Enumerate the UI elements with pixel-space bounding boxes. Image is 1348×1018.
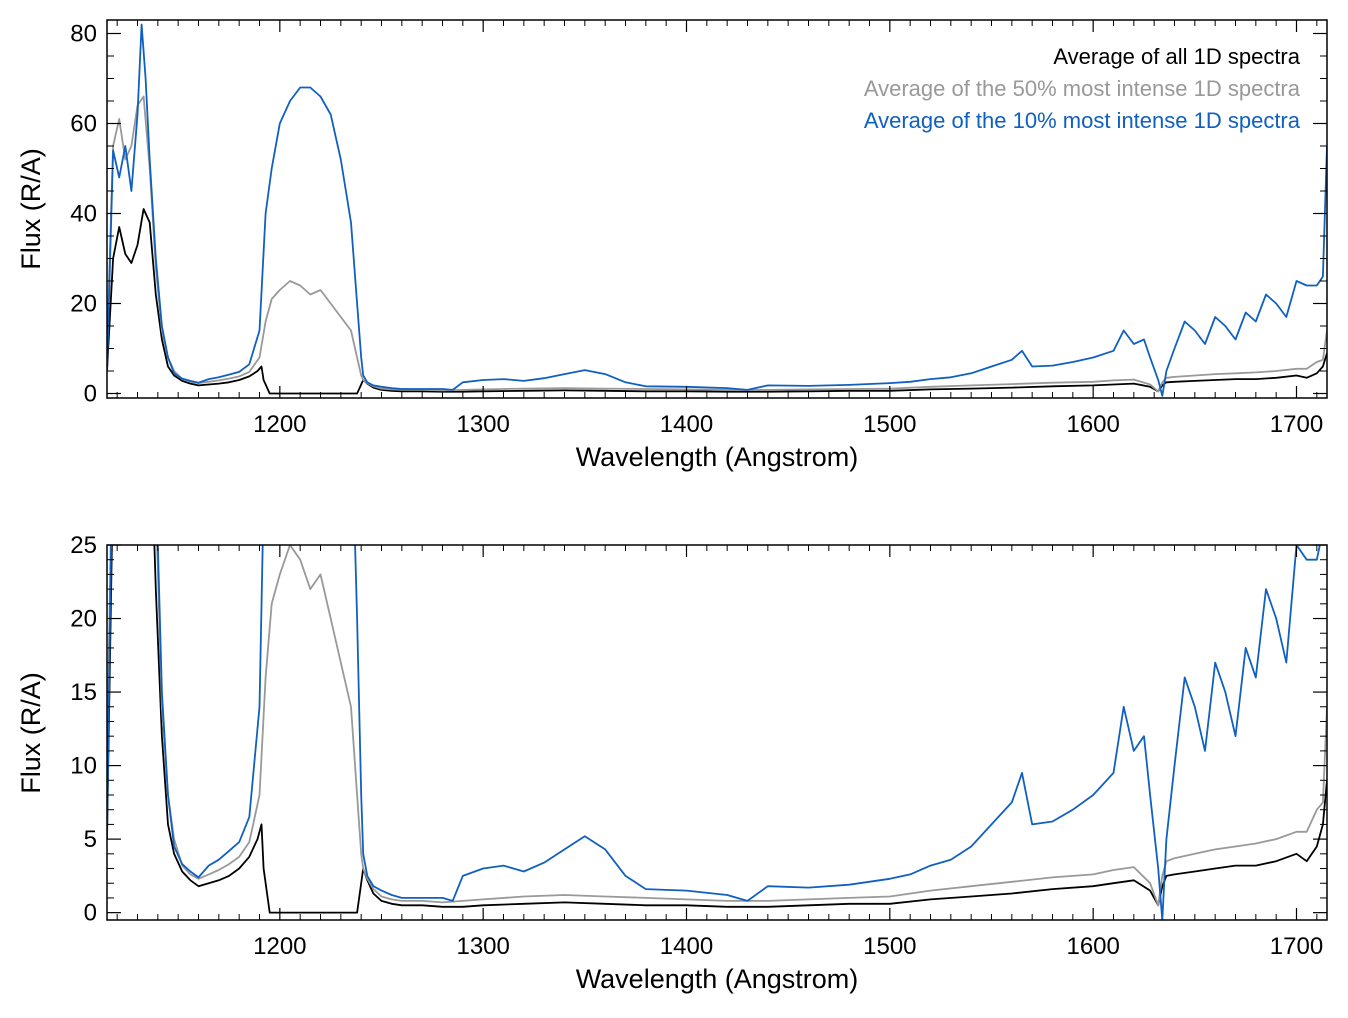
bottom-y-tick-label: 0 [84,900,97,927]
top-panel: 1200 1300 1400 1500 1600 1700 0 20 40 60 80 Wavele… [16,19,1328,472]
top-x-tick-label: 1500 [863,411,916,438]
top-y-tick-label: 80 [70,21,97,48]
bottom-y-tick-label: 10 [70,753,97,780]
top-x-tick-label: 1700 [1270,411,1323,438]
bottom-y-tick-label: 15 [70,679,97,706]
bottom-panel-y-axis-title: Flux (R/A) [16,672,46,794]
top-panel-frame [106,19,1328,399]
top-series-line-2 [107,23,1327,397]
bottom-x-tick-label: 1600 [1066,933,1119,960]
bottom-panel-frame [106,544,1328,921]
bottom-series-line-2 [107,545,1321,920]
bottom-x-tick-label: 1700 [1270,933,1323,960]
top-series-line-1 [107,95,1327,393]
top-x-tick-label: 1600 [1066,411,1119,438]
legend-entry-top-10-percent: Average of the 10% most intense 1D spect… [864,108,1301,133]
bottom-series-line-1 [107,545,1327,907]
top-x-tick-label: 1200 [253,411,306,438]
bottom-y-tick-label: 5 [84,826,97,853]
bottom-x-tick-label: 1400 [660,933,713,960]
top-series-line-0 [107,208,1327,395]
top-y-tick-label: 0 [84,381,97,408]
top-y-tick-label: 20 [70,291,97,318]
top-panel-series-group [107,23,1327,397]
top-panel-y-axis-title: Flux (R/A) [16,148,46,270]
top-x-tick-label: 1400 [660,411,713,438]
bottom-y-tick-label: 25 [70,532,97,559]
top-y-tick-label: 60 [70,111,97,138]
top-panel-legend: Average of all 1D spectra Average of the… [864,44,1301,133]
legend-entry-all-spectra: Average of all 1D spectra [1053,44,1300,69]
bottom-panel-x-axis-title: Wavelength (Angstrom) [576,964,859,994]
bottom-panel: 1200 1300 1400 1500 1600 1700 0 5 10 15 20 25 Wavel… [16,532,1328,994]
legend-entry-top-50-percent: Average of the 50% most intense 1D spect… [864,76,1301,101]
bottom-x-tick-label: 1500 [863,933,916,960]
bottom-x-tick-label: 1300 [456,933,509,960]
top-panel-ticks: 1200 1300 1400 1500 1600 1700 0 20 40 60 80 [70,20,1327,438]
bottom-y-tick-label: 20 [70,606,97,633]
top-y-tick-label: 40 [70,201,97,228]
top-x-tick-label: 1300 [456,411,509,438]
bottom-x-tick-label: 1200 [253,933,306,960]
bottom-panel-series-group [107,545,1327,920]
bottom-panel-ticks: 1200 1300 1400 1500 1600 1700 0 5 10 15 20 25 [70,532,1327,960]
top-panel-x-axis-title: Wavelength (Angstrom) [576,442,859,472]
bottom-series-line-0 [107,545,1327,914]
